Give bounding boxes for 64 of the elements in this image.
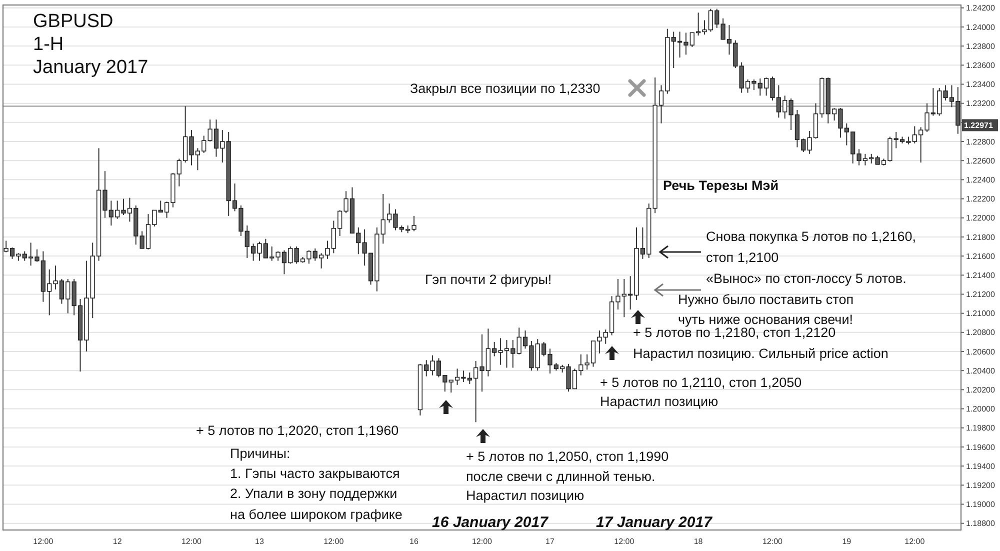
y-tick-label: 1.21400 xyxy=(966,270,996,280)
x-tick-label: 19 xyxy=(842,537,852,546)
y-tick-label: 1.20200 xyxy=(966,385,996,394)
y-tick-label: 1.20800 xyxy=(966,328,996,338)
annotation: Причины: xyxy=(230,446,290,461)
annotation: + 5 лотов по 1,2020, стоп 1,1960 xyxy=(196,423,399,438)
x-tick-label: 12:00 xyxy=(324,537,344,546)
x-tick-label: 12:00 xyxy=(904,537,926,546)
annotation: Нарастил позицию. Сильный price action xyxy=(633,346,888,361)
x-tick-label: 18 xyxy=(694,537,704,546)
annotation: Нарастил позицию xyxy=(466,488,584,503)
y-tick-label: 1.20600 xyxy=(966,347,996,356)
x-tick-label: 12 xyxy=(112,537,122,546)
y-tick-label: 1.23200 xyxy=(966,99,996,108)
annotation: Нарастил позицию xyxy=(600,394,718,409)
x-tick-label: 12:00 xyxy=(33,537,54,546)
x-tick-label: 13 xyxy=(255,537,264,546)
y-tick-label: 1.19800 xyxy=(966,424,996,433)
x-tick-label: 12:00 xyxy=(762,537,784,546)
y-tick-label: 1.19000 xyxy=(966,500,996,510)
annotation: Нужно было поставить стоп xyxy=(678,292,854,307)
y-tick-label: 1.19200 xyxy=(966,480,996,490)
annotation: 17 January 2017 xyxy=(596,514,713,531)
annotation: Речь Терезы Мэй xyxy=(663,178,779,193)
chart-title: GBPUSD xyxy=(33,11,114,32)
y-tick-label: 1.21800 xyxy=(966,232,996,242)
y-tick-label: 1.23600 xyxy=(966,60,996,70)
y-tick-label: 1.20400 xyxy=(966,366,996,376)
y-tick-label: 1.18800 xyxy=(966,519,996,528)
annotation: стоп 1,2100 xyxy=(706,250,779,265)
y-tick-label: 1.23800 xyxy=(966,42,996,51)
annotation: 16 January 2017 xyxy=(432,514,549,531)
y-tick-label: 1.22000 xyxy=(966,214,996,223)
annotation: чуть ниже основания свечи! xyxy=(678,312,853,327)
annotation: Закрыл все позиции по 1,2330 xyxy=(410,81,600,96)
annotation: 1. Гэпы часто закрываются xyxy=(230,466,400,481)
annotation: после свечи с длинной тенью. xyxy=(466,469,656,484)
x-tick-label: 16 xyxy=(410,537,420,546)
y-tick-label: 1.20000 xyxy=(966,404,996,414)
annotation: Снова покупка 5 лотов по 1,2160, xyxy=(706,229,916,244)
y-tick-label: 1.24200 xyxy=(966,4,996,13)
annotation: «Вынос» по стоп-лоссу 5 лотов. xyxy=(706,271,906,286)
x-tick-label: 12:00 xyxy=(472,537,493,546)
y-tick-label: 1.19600 xyxy=(966,442,996,452)
x-tick-label: 12:00 xyxy=(181,537,202,546)
y-tick-label: 1.19400 xyxy=(966,462,996,471)
y-tick-label: 1.21600 xyxy=(966,252,996,261)
y-tick-label: 1.22800 xyxy=(966,137,996,146)
text: 1-H January 2017 xyxy=(33,34,148,78)
annotation: 1.22971 xyxy=(964,120,994,130)
x-tick-label: 17 xyxy=(546,537,555,546)
annotation: Гэп почти 2 фигуры! xyxy=(425,272,552,287)
annotation: + 5 лотов по 1,2050, стоп 1,1990 xyxy=(466,449,669,464)
y-tick-label: 1.22200 xyxy=(966,194,996,204)
y-tick-label: 1.21200 xyxy=(966,290,996,300)
y-tick-label: 1.23400 xyxy=(966,80,996,90)
x-tick-label: 12:00 xyxy=(614,537,635,546)
y-tick-label: 1.21000 xyxy=(966,309,996,318)
y-tick-label: 1.24000 xyxy=(966,22,996,32)
annotation: на более широком графике xyxy=(230,507,402,522)
y-tick-label: 1.22400 xyxy=(966,175,996,184)
annotation: + 5 лотов по 1,2110, стоп 1,2050 xyxy=(600,375,802,390)
annotation: 2. Упали в зону поддержки xyxy=(230,486,398,501)
y-tick-label: 1.22600 xyxy=(966,156,996,166)
